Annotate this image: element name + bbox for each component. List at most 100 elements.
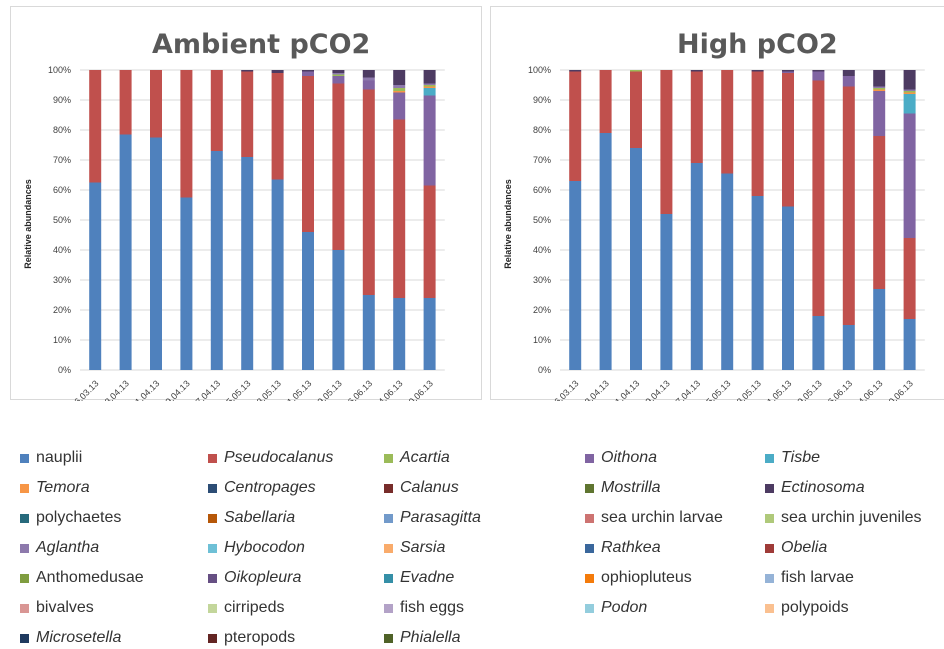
- bar-segment: [903, 70, 916, 90]
- bar-segment: [393, 88, 406, 91]
- x-tick-label: 11.04.13: [130, 378, 161, 401]
- legend-swatch: [208, 483, 217, 493]
- legend-label: sea urchin juveniles: [781, 509, 922, 526]
- x-tick-label: 20.06.13: [403, 378, 435, 401]
- legend-item: Centropages: [208, 477, 316, 499]
- bar-segment: [423, 185, 436, 298]
- bar-segment: [362, 295, 375, 370]
- x-tick-label: 26.03.13: [69, 378, 101, 401]
- legend-item: Sabellaria: [208, 507, 295, 529]
- x-tick-label: 19.04.13: [160, 378, 192, 401]
- legend-label: Calanus: [400, 479, 459, 496]
- legend-swatch: [765, 513, 774, 523]
- chart-title-high: High pCO2: [677, 29, 838, 60]
- bar-segment: [241, 157, 254, 370]
- x-tick-label: 14.06.13: [853, 378, 885, 401]
- legend-label: nauplii: [36, 449, 83, 466]
- bar-segment: [271, 70, 284, 73]
- legend-item: ophiopluteus: [585, 567, 692, 589]
- legend-label: Sarsia: [400, 539, 446, 556]
- bar-segment: [903, 113, 916, 238]
- bar-segment: [660, 214, 673, 370]
- bar-segment: [180, 70, 193, 198]
- y-tick-label: 50%: [53, 215, 71, 225]
- legend-item: Mostrilla: [585, 477, 661, 499]
- legend-item: Rathkea: [585, 537, 661, 559]
- y-tick-label: 80%: [53, 125, 71, 135]
- x-tick-label: 27.04.13: [670, 378, 702, 401]
- bar-segment: [332, 73, 345, 75]
- legend-item: Parasagitta: [384, 507, 481, 529]
- legend-swatch: [208, 543, 217, 553]
- bar-segment: [362, 80, 375, 90]
- legend-item: Hybocodon: [208, 537, 305, 559]
- bar-segment: [423, 85, 436, 87]
- chart-panel-ambient: 0% 10% 20% 30% 40% 50% 60% 70% 80% 90% 100% 26.03.1…: [10, 6, 482, 401]
- legend-swatch: [384, 513, 393, 523]
- y-tick-label: 100%: [528, 65, 551, 75]
- y-tick-label: 10%: [53, 335, 71, 345]
- bar-segment: [423, 298, 436, 370]
- legend-swatch: [384, 453, 393, 463]
- legend-swatch: [585, 513, 594, 523]
- legend-label: Phialella: [400, 629, 461, 646]
- legend-label: ophiopluteus: [601, 569, 692, 586]
- bar-segment: [721, 70, 734, 174]
- x-tick-label: 29.05.13: [312, 378, 344, 401]
- legend-item: polypoids: [765, 597, 849, 619]
- y-tick-label: 70%: [53, 155, 71, 165]
- bar-segment: [180, 197, 193, 370]
- bar-segment: [751, 70, 764, 72]
- legend-label: Mostrilla: [601, 479, 661, 496]
- legend-swatch: [765, 453, 774, 463]
- bar-segment: [569, 181, 582, 370]
- legend-label: Podon: [601, 599, 648, 616]
- legend-item: Phialella: [384, 627, 460, 649]
- bar-segment: [210, 70, 223, 151]
- bar-segment: [393, 119, 406, 298]
- y-tick-label: 30%: [533, 275, 551, 285]
- bar-segment: [241, 70, 254, 72]
- bar-segment: [690, 70, 703, 72]
- y-tick-label: 20%: [533, 305, 551, 315]
- bar-segment: [660, 70, 673, 214]
- bar-segment: [362, 77, 375, 81]
- legend-swatch: [208, 573, 217, 583]
- legend-label: Sabellaria: [224, 509, 296, 526]
- bar-segment: [393, 70, 406, 85]
- legend-item: Aglantha: [20, 537, 99, 559]
- legend-item: Microsetella: [20, 627, 121, 649]
- bar-segment: [721, 173, 734, 370]
- bar-segment: [873, 88, 886, 90]
- legend-swatch: [585, 483, 594, 493]
- bar-segment: [332, 76, 345, 84]
- bar-segment: [751, 71, 764, 196]
- legend-item: Oikopleura: [208, 567, 301, 589]
- chart-title-ambient: Ambient pCO2: [152, 29, 371, 60]
- bar-segment: [332, 74, 345, 76]
- y-tick-label: 80%: [533, 125, 551, 135]
- legend-item: pteropods: [208, 627, 295, 649]
- legend-swatch: [208, 603, 217, 613]
- bar-segment: [302, 70, 314, 72]
- y-axis-label-ambient: Relative abundances: [22, 179, 33, 269]
- bar-segment: [630, 148, 642, 370]
- y-axis-label-high: Relative abundances: [502, 179, 513, 269]
- y-tick-label: 0%: [538, 365, 551, 375]
- y-tick-label: 30%: [53, 275, 71, 285]
- legend-swatch: [585, 573, 594, 583]
- legend-item: nauplii: [20, 447, 82, 469]
- bar-segment: [903, 238, 916, 319]
- x-tick-label: 20.06.13: [883, 378, 915, 401]
- y-tick-label: 90%: [53, 95, 71, 105]
- x-tick-label: 05.05.13: [221, 378, 253, 401]
- x-tick-label: 21.05.13: [282, 378, 314, 401]
- chart-panel-high: 0% 10% 20% 30% 40% 50% 60% 70% 80% 90% 100% 26.03.1…: [490, 6, 944, 401]
- bar-segment: [690, 71, 703, 163]
- bar-segment: [210, 151, 223, 370]
- legend-item: cirripeds: [208, 597, 284, 619]
- bar-segment: [423, 70, 436, 84]
- legend-label: fish larvae: [781, 569, 854, 586]
- bar-segment: [599, 70, 612, 133]
- y-tick-label: 70%: [533, 155, 551, 165]
